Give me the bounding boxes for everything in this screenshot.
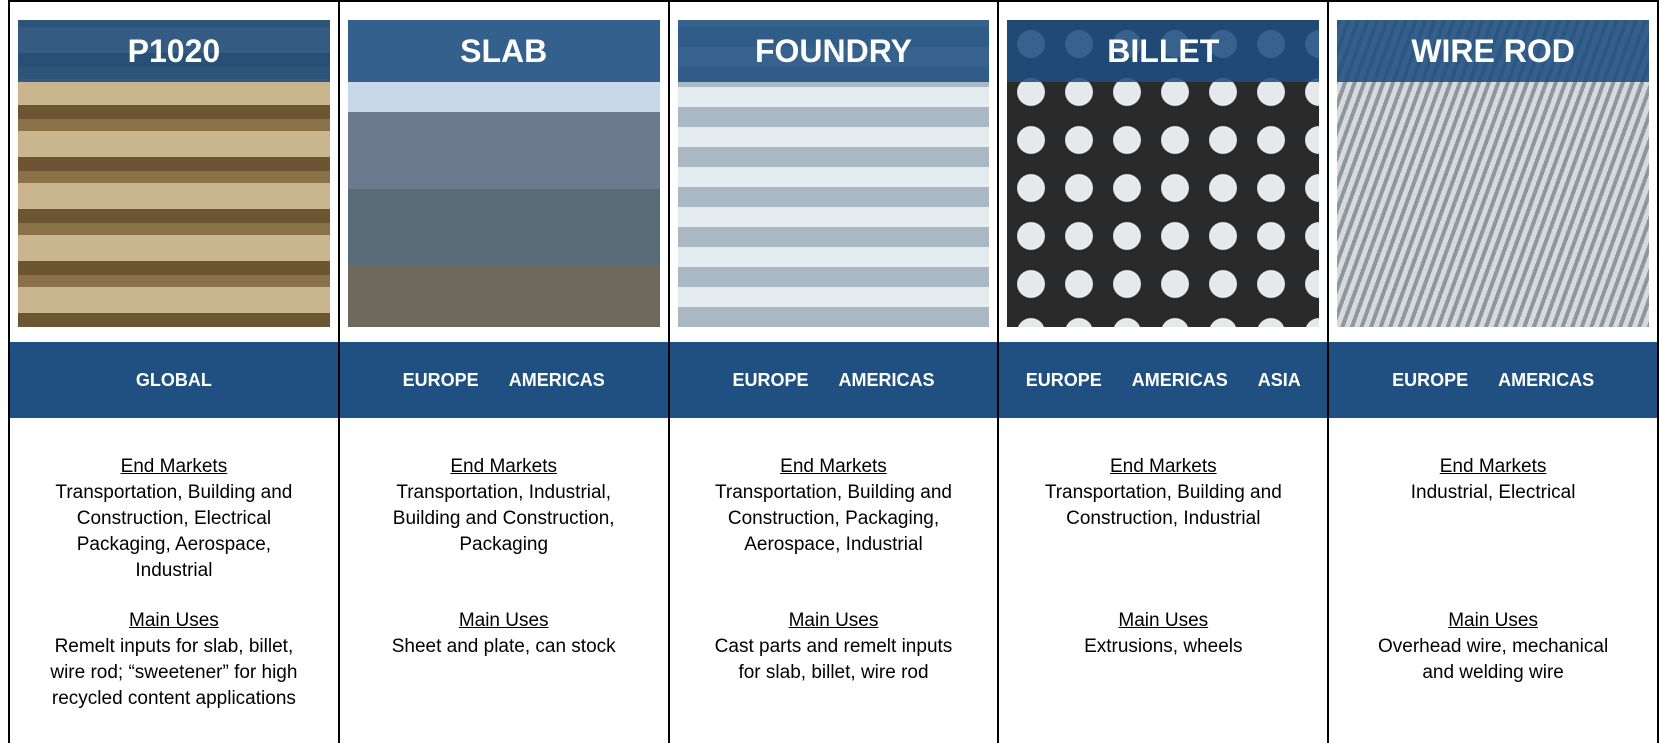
region: EUROPE	[403, 370, 479, 391]
section-heading: Main Uses	[670, 608, 998, 634]
region-band: GLOBAL	[10, 342, 338, 418]
section-heading: Main Uses	[1329, 608, 1657, 634]
region: EUROPE	[1026, 370, 1102, 391]
text-line: Remelt inputs for slab, billet,	[10, 634, 338, 660]
text-line: Industrial, Electrical	[1329, 480, 1657, 506]
region: EUROPE	[732, 370, 808, 391]
region-band: EUROPE AMERICAS	[340, 342, 668, 418]
product-title: WIRE ROD	[1337, 20, 1649, 82]
text-line: Overhead wire, mechanical	[1329, 634, 1657, 660]
section-heading: End Markets	[1329, 454, 1657, 480]
text-line: recycled content applications	[10, 686, 338, 712]
text-line: Transportation, Building and	[670, 480, 998, 506]
section-heading: End Markets	[670, 454, 998, 480]
product-title: P1020	[18, 20, 330, 82]
region-band: EUROPE AMERICAS ASIA	[999, 342, 1327, 418]
text-line: Construction, Packaging,	[670, 506, 998, 532]
text-line: wire rod; “sweetener” for high	[10, 660, 338, 686]
region: ASIA	[1258, 370, 1301, 391]
section-heading: End Markets	[999, 454, 1327, 480]
text-line: for slab, billet, wire rod	[670, 660, 998, 686]
text-line: Industrial	[10, 558, 338, 584]
product-title: FOUNDRY	[678, 20, 990, 82]
text-line: Aerospace, Industrial	[670, 532, 998, 558]
section-heading: Main Uses	[999, 608, 1327, 634]
region-band: EUROPE AMERICAS	[670, 342, 998, 418]
region: AMERICAS	[1498, 370, 1594, 391]
region: AMERICAS	[1132, 370, 1228, 391]
text-line: Extrusions, wheels	[999, 634, 1327, 660]
text-line: Transportation, Industrial,	[340, 480, 668, 506]
text-line: Transportation, Building and	[10, 480, 338, 506]
text-line: Construction, Electrical	[10, 506, 338, 532]
text-line: Transportation, Building and	[999, 480, 1327, 506]
region: EUROPE	[1392, 370, 1468, 391]
text-line: Cast parts and remelt inputs	[670, 634, 998, 660]
product-title: BILLET	[1007, 20, 1319, 82]
text-line: Building and Construction,	[340, 506, 668, 532]
product-title: SLAB	[348, 20, 660, 82]
region: AMERICAS	[839, 370, 935, 391]
text-line: Packaging	[340, 532, 668, 558]
text-line: Construction, Industrial	[999, 506, 1327, 532]
section-heading: End Markets	[340, 454, 668, 480]
section-heading: Main Uses	[10, 608, 338, 634]
section-heading: End Markets	[10, 454, 338, 480]
region-band: EUROPE AMERICAS	[1329, 342, 1657, 418]
region: GLOBAL	[136, 370, 212, 391]
text-line: Packaging, Aerospace,	[10, 532, 338, 558]
region: AMERICAS	[509, 370, 605, 391]
section-heading: Main Uses	[340, 608, 668, 634]
text-line: and welding wire	[1329, 660, 1657, 686]
text-line: Sheet and plate, can stock	[340, 634, 668, 660]
